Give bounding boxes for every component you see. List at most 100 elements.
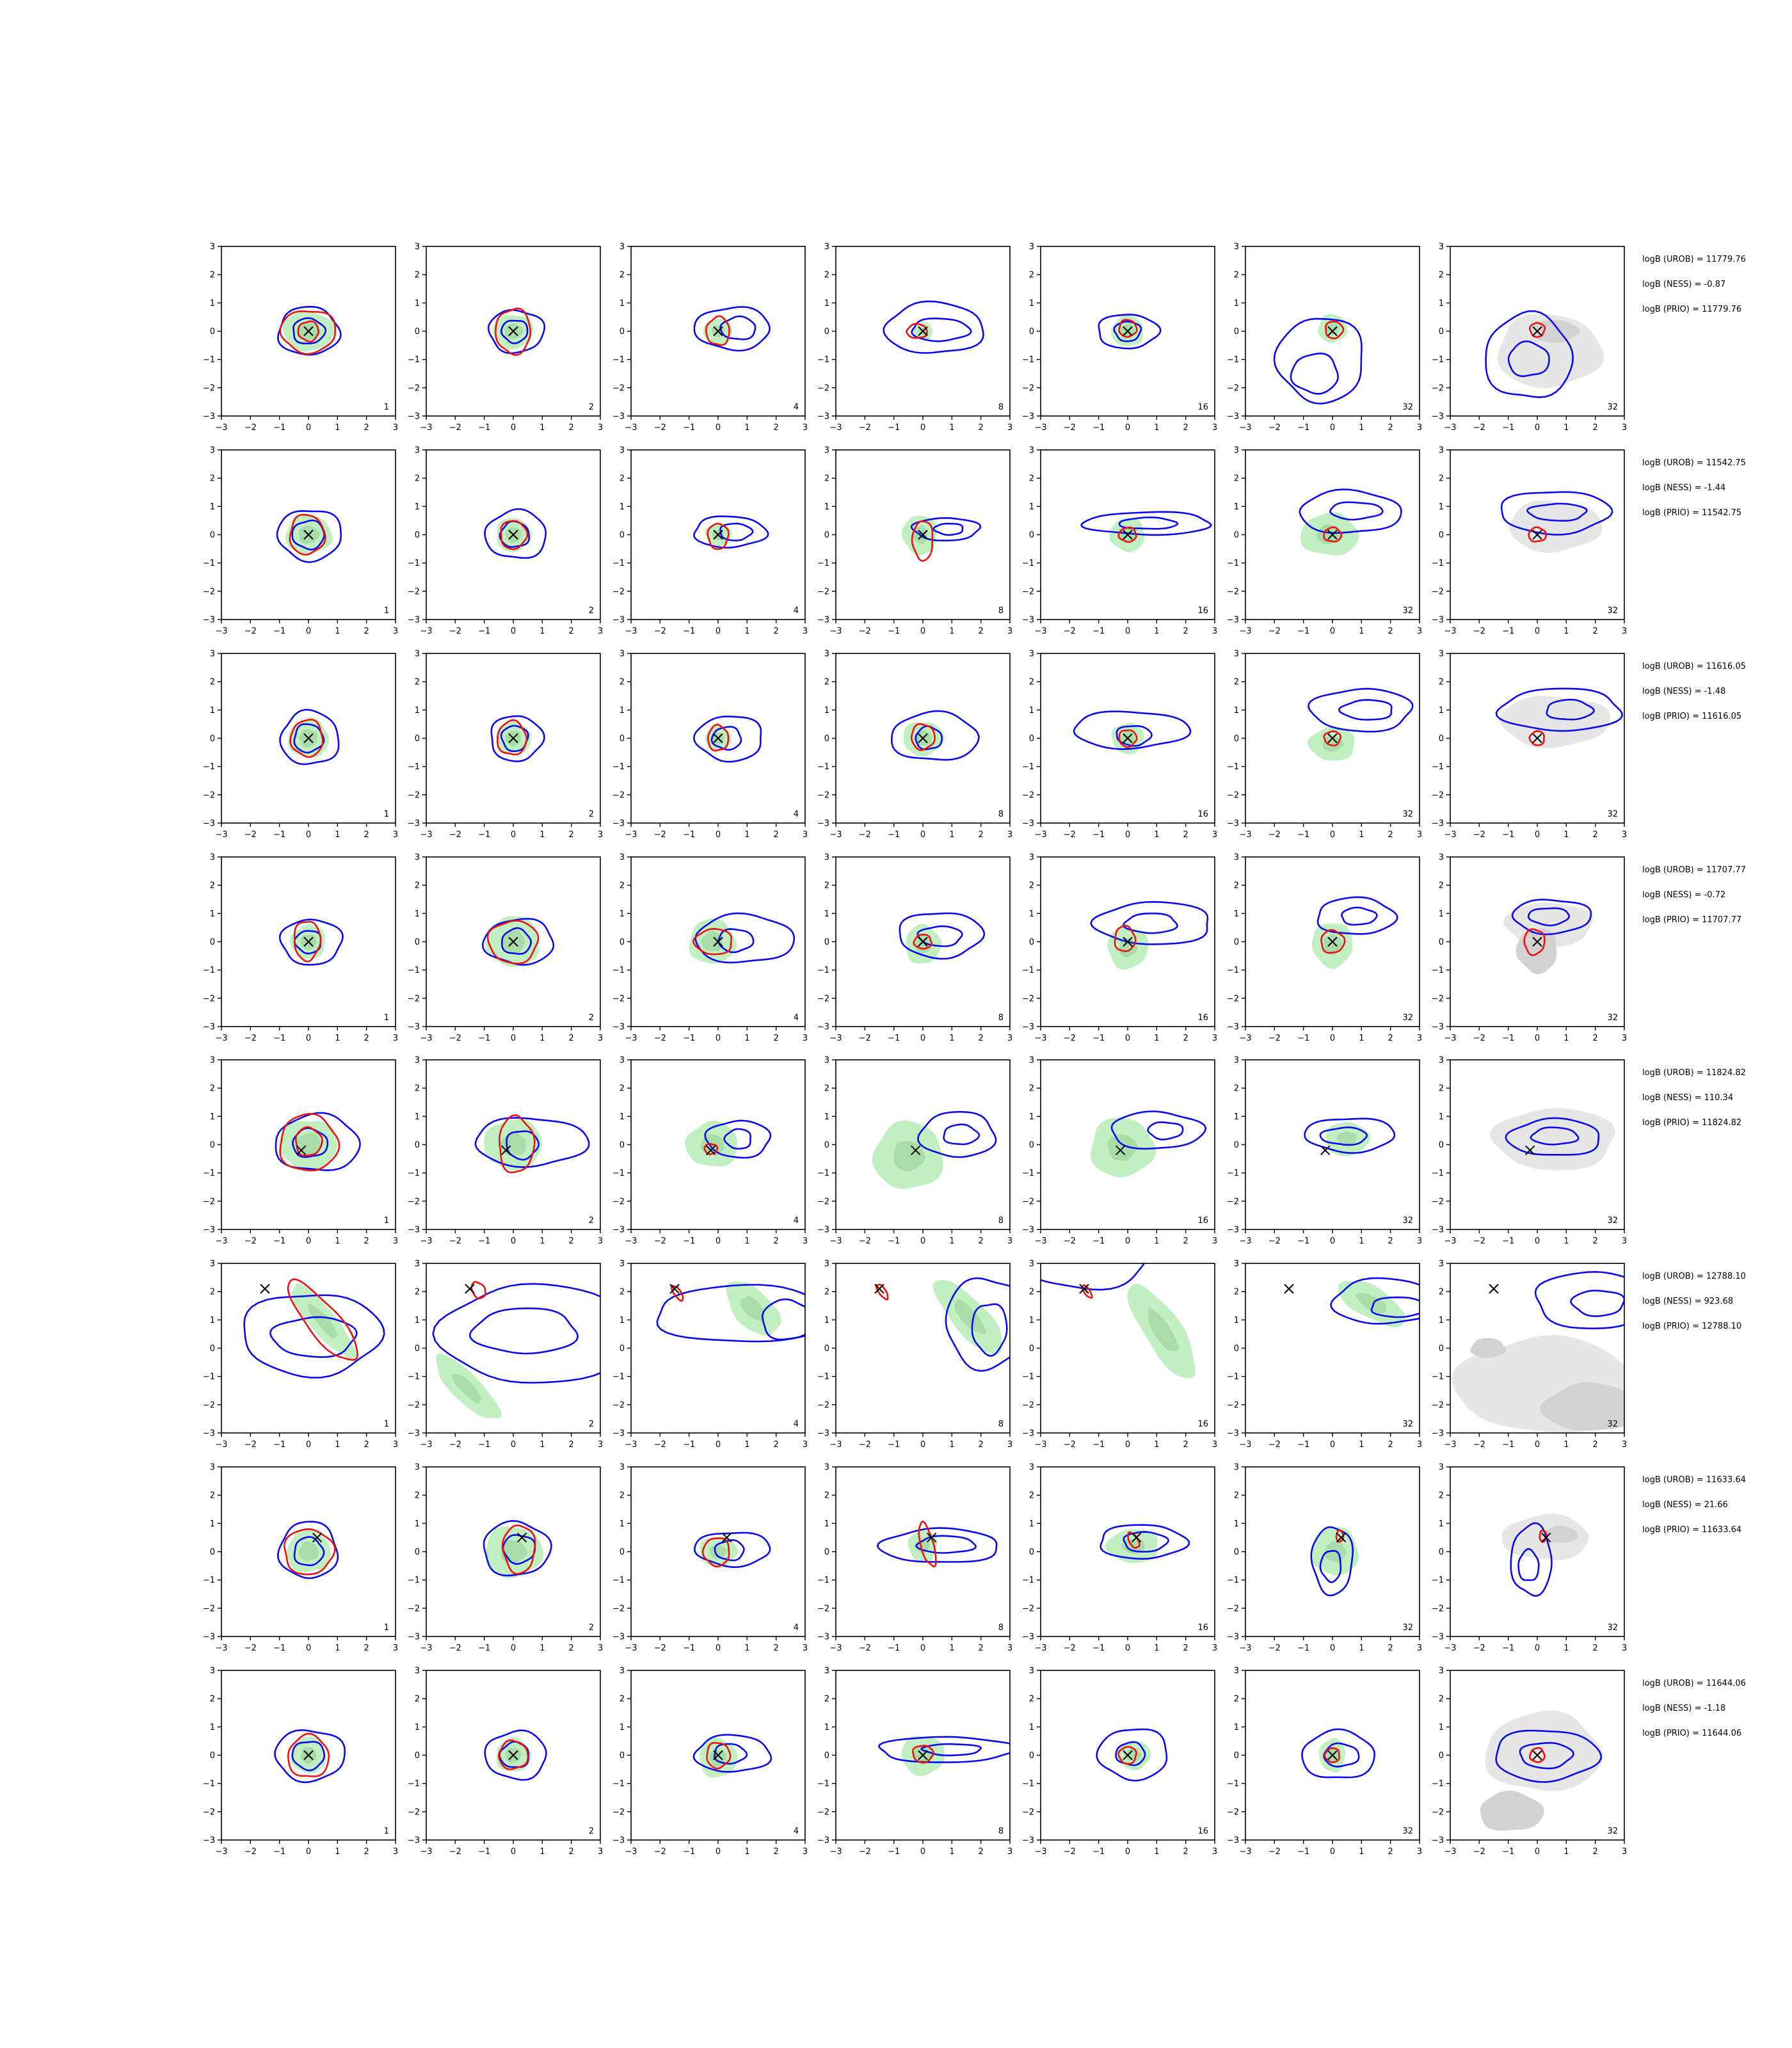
plot-area <box>484 1729 547 1781</box>
x-tick-label: 0 <box>1535 1236 1540 1246</box>
annotation-text: logB (NESS) = 21.66 <box>1642 1500 1728 1510</box>
y-tick-label: 0 <box>415 1344 420 1354</box>
blue-contour <box>292 317 327 344</box>
y-tick-label: 2 <box>210 1084 215 1094</box>
x-tick-label: −3 <box>215 1440 227 1450</box>
y-tick-label: 0 <box>1029 734 1034 744</box>
x-tick-label: 0 <box>306 830 311 840</box>
subplot-r8-c4: −3−3 −2 −2 −1 −1 0 0 1 1 2 2 3 3 8 <box>817 1667 1012 1857</box>
x-tick-label: −2 <box>1473 1440 1485 1450</box>
panel-label: 2 <box>589 606 594 616</box>
red-contour <box>918 1521 937 1568</box>
x-tick-label: −2 <box>1268 627 1281 636</box>
x-tick-label: 2 <box>1593 830 1598 840</box>
panel-label: 2 <box>589 1827 594 1836</box>
x-tick-label: −1 <box>478 1236 490 1246</box>
y-tick-label: −3 <box>1227 1633 1239 1642</box>
x-tick-label: 1 <box>335 627 340 636</box>
x-tick-label: −2 <box>1064 423 1076 433</box>
x-tick-label: −3 <box>829 627 842 636</box>
x-tick-label: −3 <box>1239 1847 1251 1857</box>
panel-label: 16 <box>1197 606 1208 616</box>
blue-contour <box>714 1743 748 1765</box>
y-tick-label: 1 <box>1234 1723 1239 1732</box>
blue-contour <box>506 1130 540 1161</box>
y-tick-label: 3 <box>1029 1056 1034 1066</box>
cross-marker <box>713 1750 723 1761</box>
y-tick-label: −1 <box>408 762 420 772</box>
x-tick-label: −2 <box>449 830 461 840</box>
gray-density-region <box>1470 1338 1507 1358</box>
y-tick-label: −1 <box>1022 1169 1034 1178</box>
y-tick-label: 3 <box>1029 1667 1034 1676</box>
subplot-r6-c7: −3−3 −2 −2 −1 −1 0 0 1 1 2 2 3 3 32 <box>1432 1260 1627 1450</box>
green-density-core <box>298 1541 319 1562</box>
x-tick-label: 2 <box>1593 1847 1598 1857</box>
blue-contour <box>1338 699 1393 721</box>
y-tick-label: 3 <box>824 1056 829 1066</box>
y-tick-label: 3 <box>1439 446 1444 456</box>
x-tick-label: −1 <box>273 423 285 433</box>
cross-marker <box>303 936 314 947</box>
x-tick-label: 3 <box>1212 627 1217 636</box>
x-tick-label: −3 <box>420 1034 432 1043</box>
x-tick-label: 0 <box>1535 1034 1540 1043</box>
subplot-r6-c5: −3−3 −2 −2 −1 −1 0 0 1 1 2 2 3 3 16 <box>1022 1260 1217 1450</box>
y-tick-label: 3 <box>210 1667 215 1676</box>
y-tick-label: 3 <box>1029 1260 1034 1269</box>
y-tick-label: 0 <box>210 734 215 744</box>
subplot-r1-c6: −3−3 −2 −2 −1 −1 0 0 1 1 2 2 3 3 32 <box>1227 243 1422 433</box>
x-tick-label: −1 <box>1297 1644 1309 1653</box>
cross-marker <box>296 1145 307 1156</box>
x-tick-label: 3 <box>1212 1440 1217 1450</box>
panel-label: 1 <box>384 1216 389 1226</box>
subplot-r8-c1: −3−3 −2 −2 −1 −1 0 0 1 1 2 2 3 3 1 <box>203 1667 398 1857</box>
subplot-r1-c4: −3−3 −2 −2 −1 −1 0 0 1 1 2 2 3 3 8 <box>817 243 1012 433</box>
y-tick-label: 1 <box>210 299 215 308</box>
red-contour <box>1529 1747 1546 1763</box>
y-tick-label: −1 <box>817 1576 829 1585</box>
cross-marker <box>918 1750 928 1761</box>
y-tick-label: −1 <box>612 559 625 568</box>
x-tick-label: −2 <box>244 1847 257 1857</box>
x-tick-label: 2 <box>1388 1034 1393 1043</box>
y-tick-label: −1 <box>203 355 215 365</box>
x-tick-label: 3 <box>803 1644 808 1653</box>
y-tick-label: 2 <box>620 881 625 891</box>
green-density-core <box>1336 1132 1357 1147</box>
red-contour <box>470 1281 486 1300</box>
y-tick-label: 2 <box>1234 881 1239 891</box>
y-tick-label: 3 <box>620 650 625 659</box>
x-tick-label: −3 <box>420 830 432 840</box>
blue-contour <box>292 1127 329 1158</box>
x-tick-label: 3 <box>1007 627 1012 636</box>
x-tick-label: 0 <box>1330 830 1335 840</box>
y-tick-label: 1 <box>415 1112 420 1122</box>
y-tick-label: 1 <box>210 1316 215 1325</box>
y-tick-label: 3 <box>1234 243 1239 252</box>
plot-area <box>874 1277 1010 1372</box>
subplot-r4-c4: −3−3 −2 −2 −1 −1 0 0 1 1 2 2 3 3 8 <box>817 853 1012 1044</box>
x-tick-label: 0 <box>1125 423 1130 433</box>
x-tick-label: −3 <box>1239 423 1251 433</box>
y-tick-label: −2 <box>408 790 420 800</box>
plot-area <box>1480 1710 1603 1831</box>
x-tick-label: −2 <box>859 1236 871 1246</box>
y-tick-label: −2 <box>1022 383 1034 393</box>
x-tick-label: 2 <box>1388 1440 1393 1450</box>
red-contour <box>289 514 326 556</box>
y-tick-label: 3 <box>210 853 215 863</box>
y-tick-label: 0 <box>1029 1140 1034 1150</box>
y-tick-label: 1 <box>1029 299 1034 308</box>
green-density-core <box>954 1299 986 1334</box>
x-tick-label: 0 <box>306 423 311 433</box>
panel-label: 32 <box>1402 1420 1413 1429</box>
y-tick-label: −1 <box>1432 559 1444 568</box>
x-tick-label: −2 <box>449 627 461 636</box>
subplot-r2-c1: −3−3 −2 −2 −1 −1 0 0 1 1 2 2 3 3 1 <box>203 446 398 637</box>
plot-area <box>689 912 796 964</box>
cross-marker <box>260 1284 270 1294</box>
x-tick-label: −1 <box>478 1440 490 1450</box>
x-tick-label: 0 <box>306 1034 311 1043</box>
x-tick-label: 3 <box>1007 1847 1012 1857</box>
